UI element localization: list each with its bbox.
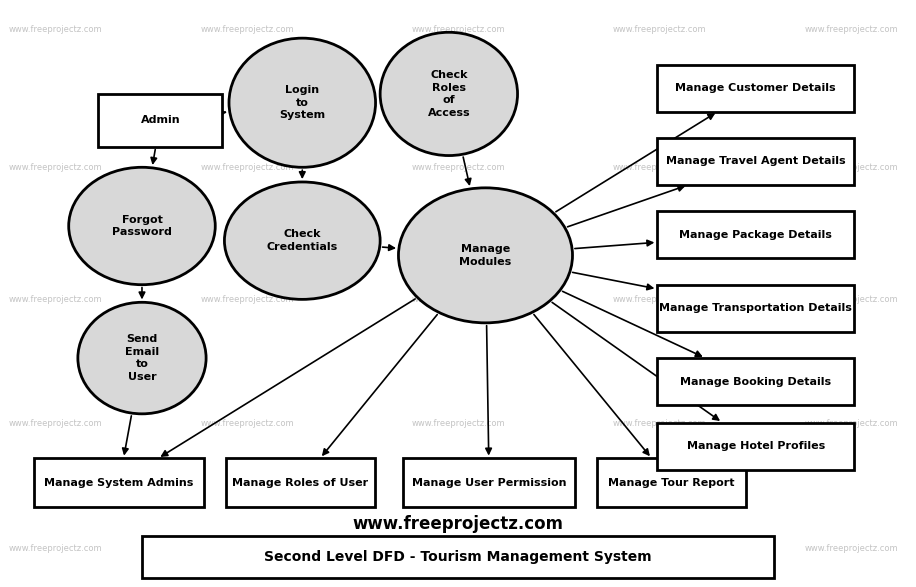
Text: www.freeprojectz.com: www.freeprojectz.com xyxy=(411,163,505,172)
Text: Manage Hotel Profiles: Manage Hotel Profiles xyxy=(687,441,824,451)
Text: www.freeprojectz.com: www.freeprojectz.com xyxy=(201,25,294,34)
Text: www.freeprojectz.com: www.freeprojectz.com xyxy=(201,295,294,304)
Bar xyxy=(657,358,854,405)
Text: www.freeprojectz.com: www.freeprojectz.com xyxy=(201,419,294,429)
Ellipse shape xyxy=(398,188,572,323)
Text: www.freeprojectz.com: www.freeprojectz.com xyxy=(411,25,505,34)
Text: Manage Roles of User: Manage Roles of User xyxy=(233,477,368,488)
Text: www.freeprojectz.com: www.freeprojectz.com xyxy=(8,419,102,429)
Bar xyxy=(98,94,222,147)
Text: Send
Email
to
User: Send Email to User xyxy=(125,335,159,382)
Ellipse shape xyxy=(224,182,380,299)
Bar xyxy=(142,536,774,578)
Text: www.freeprojectz.com: www.freeprojectz.com xyxy=(613,295,706,304)
Bar xyxy=(403,458,575,507)
Text: Check
Credentials: Check Credentials xyxy=(267,230,338,252)
Text: www.freeprojectz.com: www.freeprojectz.com xyxy=(411,295,505,304)
Bar xyxy=(657,211,854,258)
Text: www.freeprojectz.com: www.freeprojectz.com xyxy=(613,25,706,34)
Text: Admin: Admin xyxy=(140,115,180,126)
Text: Manage Transportation Details: Manage Transportation Details xyxy=(660,303,852,313)
Bar xyxy=(657,285,854,332)
Text: Second Level DFD - Tourism Management System: Second Level DFD - Tourism Management Sy… xyxy=(264,550,652,564)
Text: Manage Booking Details: Manage Booking Details xyxy=(681,376,831,387)
Text: www.freeprojectz.com: www.freeprojectz.com xyxy=(805,419,899,429)
Bar xyxy=(657,423,854,470)
Text: Forgot
Password: Forgot Password xyxy=(112,215,172,237)
Text: www.freeprojectz.com: www.freeprojectz.com xyxy=(805,163,899,172)
Text: www.freeprojectz.com: www.freeprojectz.com xyxy=(613,419,706,429)
Text: Manage Travel Agent Details: Manage Travel Agent Details xyxy=(666,156,845,167)
Ellipse shape xyxy=(229,38,376,167)
Text: www.freeprojectz.com: www.freeprojectz.com xyxy=(8,25,102,34)
Text: Login
to
System: Login to System xyxy=(279,85,325,120)
Text: www.freeprojectz.com: www.freeprojectz.com xyxy=(353,515,563,532)
Text: www.freeprojectz.com: www.freeprojectz.com xyxy=(805,25,899,34)
Text: Manage Tour Report: Manage Tour Report xyxy=(608,477,735,488)
Text: www.freeprojectz.com: www.freeprojectz.com xyxy=(411,419,505,429)
Text: www.freeprojectz.com: www.freeprojectz.com xyxy=(201,163,294,172)
Ellipse shape xyxy=(78,302,206,414)
Text: Manage System Admins: Manage System Admins xyxy=(44,477,194,488)
Text: www.freeprojectz.com: www.freeprojectz.com xyxy=(805,544,899,554)
Bar xyxy=(226,458,375,507)
Text: Manage User Permission: Manage User Permission xyxy=(412,477,566,488)
Ellipse shape xyxy=(69,167,215,285)
Text: www.freeprojectz.com: www.freeprojectz.com xyxy=(201,544,294,554)
Text: www.freeprojectz.com: www.freeprojectz.com xyxy=(805,295,899,304)
Bar xyxy=(597,458,746,507)
Text: www.freeprojectz.com: www.freeprojectz.com xyxy=(613,544,706,554)
Text: Manage
Modules: Manage Modules xyxy=(459,244,512,266)
Text: www.freeprojectz.com: www.freeprojectz.com xyxy=(613,163,706,172)
Text: Manage Package Details: Manage Package Details xyxy=(680,230,832,240)
Text: www.freeprojectz.com: www.freeprojectz.com xyxy=(8,544,102,554)
Text: Manage Customer Details: Manage Customer Details xyxy=(675,83,836,93)
Text: www.freeprojectz.com: www.freeprojectz.com xyxy=(8,295,102,304)
Ellipse shape xyxy=(380,32,518,156)
Bar xyxy=(35,458,203,507)
Text: Check
Roles
of
Access: Check Roles of Access xyxy=(428,70,470,117)
Bar xyxy=(657,138,854,185)
Bar xyxy=(657,65,854,112)
Text: www.freeprojectz.com: www.freeprojectz.com xyxy=(8,163,102,172)
Text: www.freeprojectz.com: www.freeprojectz.com xyxy=(411,544,505,554)
